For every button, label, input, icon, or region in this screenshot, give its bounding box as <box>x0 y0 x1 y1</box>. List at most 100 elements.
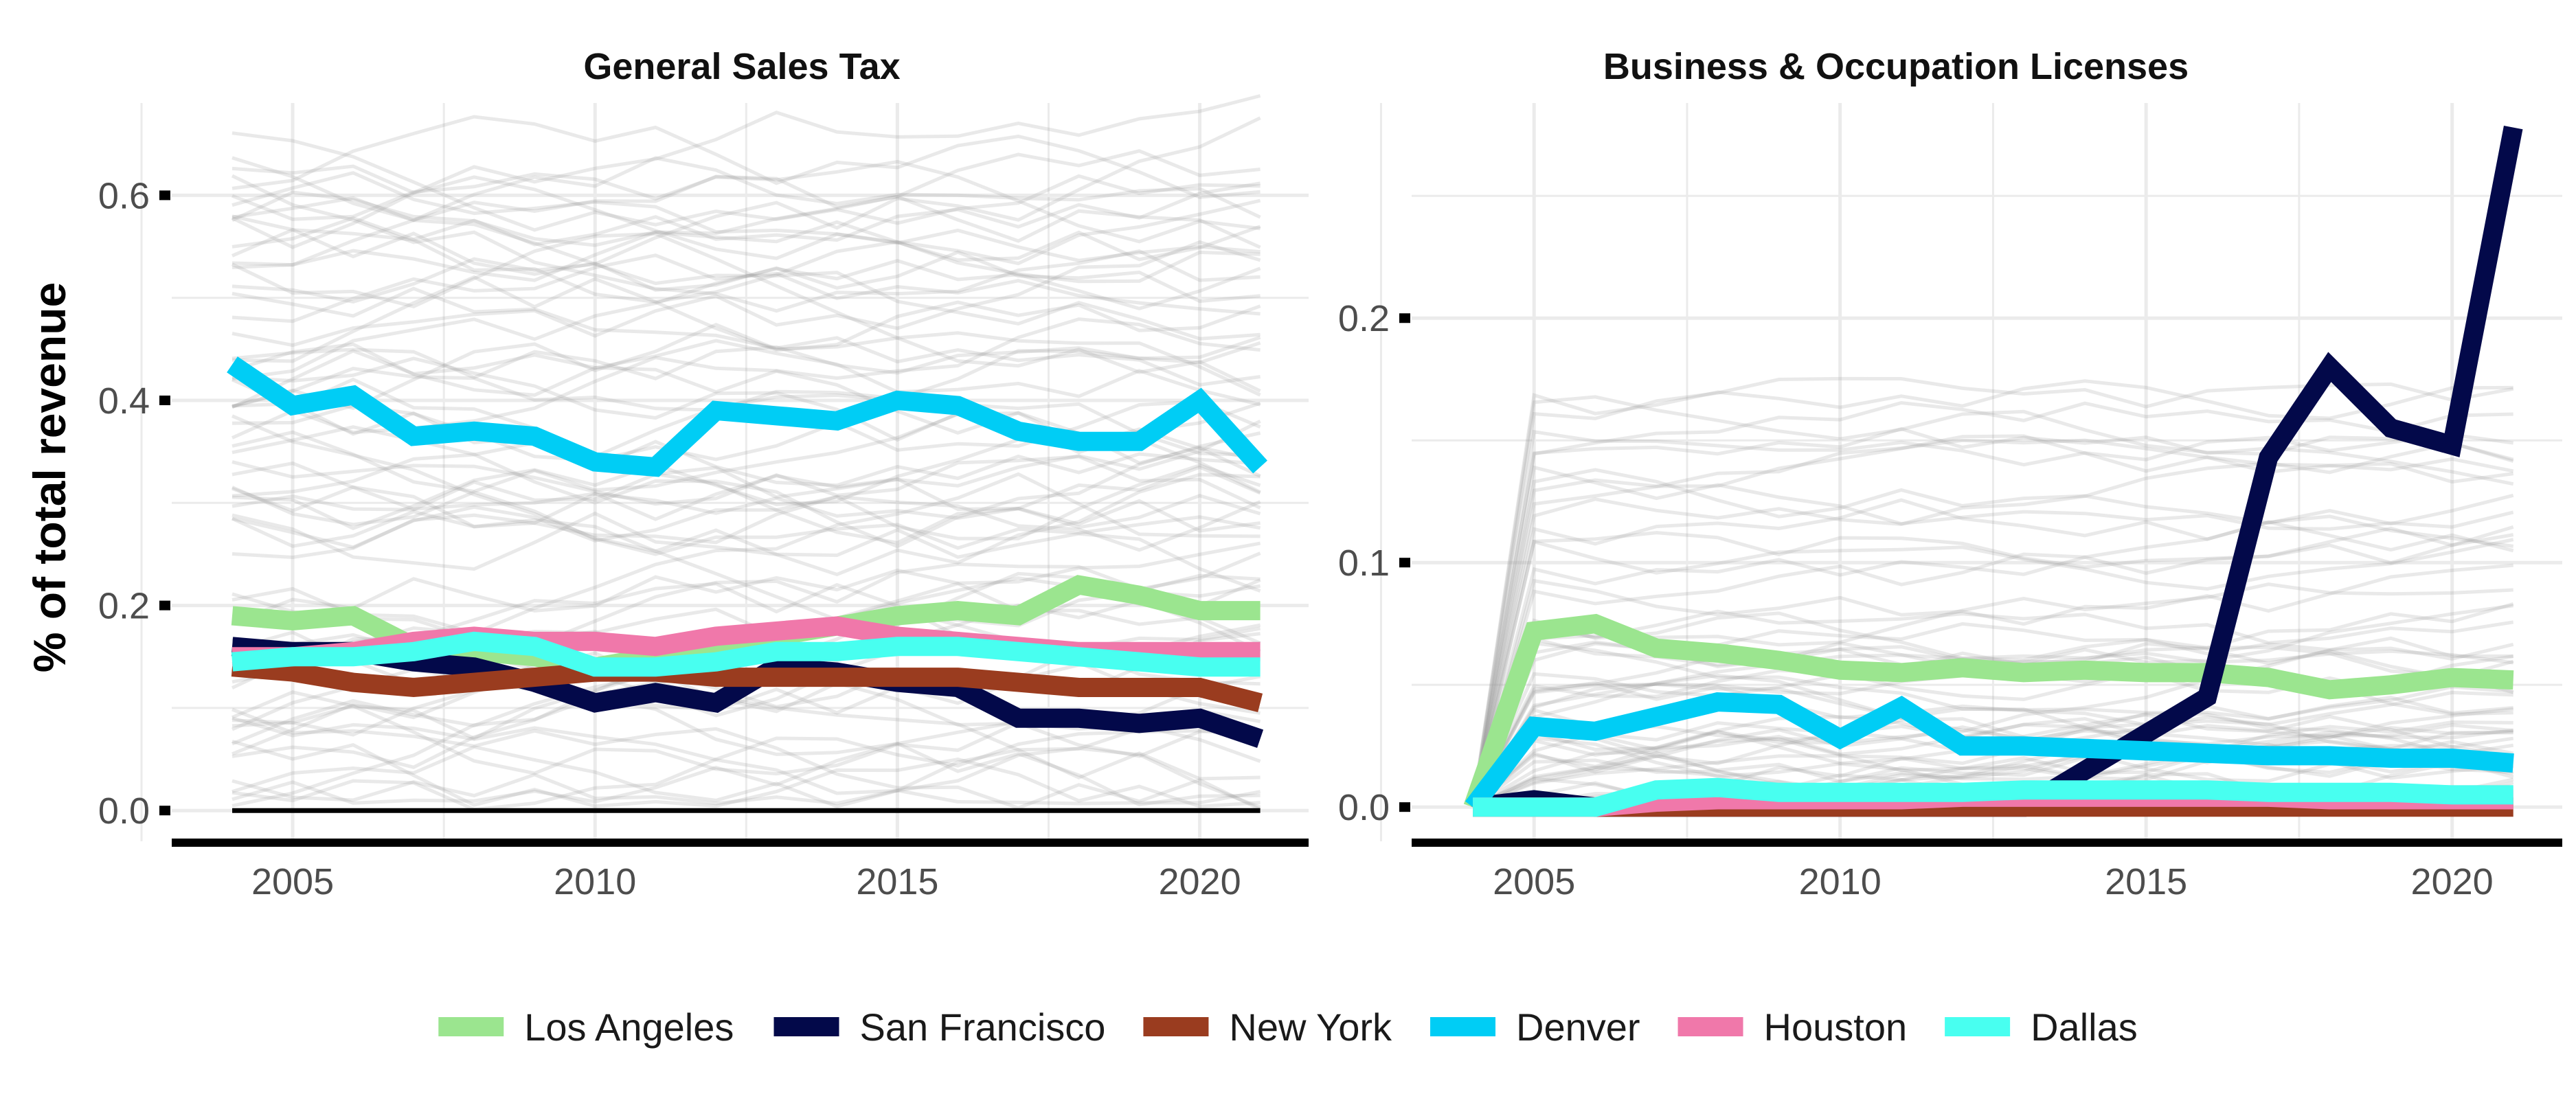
background-city-line <box>231 174 1261 313</box>
background-city-line <box>1471 498 2514 808</box>
background-city-line <box>231 472 1261 577</box>
background-city-line <box>231 181 1261 249</box>
background-city-line <box>231 462 1261 533</box>
background-city-line <box>231 131 1261 232</box>
y-tick-mark <box>1399 558 1410 568</box>
background-city-line <box>1471 721 2513 809</box>
background-city-line <box>1471 525 2514 808</box>
series-line-new-york <box>231 657 1263 712</box>
background-city-line <box>231 661 1261 758</box>
background-city-line <box>231 463 1261 549</box>
legend-label-san-francisco: San Francisco <box>859 1005 1105 1049</box>
legend-label-houston: Houston <box>1764 1005 1908 1049</box>
background-city-line <box>1471 636 2513 808</box>
background-city-line <box>231 322 1261 410</box>
legend-swatch-los-angeles <box>438 1017 504 1036</box>
y-tick-label: 0.2 <box>98 586 150 627</box>
y-tick-mark <box>159 190 170 201</box>
legend-label-denver: Denver <box>1516 1005 1640 1049</box>
background-city-line <box>231 541 1261 625</box>
series-line-dallas <box>1473 777 2513 817</box>
y-axis-title: % of total revenue <box>24 282 75 672</box>
background-city-line <box>231 492 1261 548</box>
background-city-line <box>231 339 1261 407</box>
y-tick-label: 0.1 <box>1338 543 1390 584</box>
y-tick-label: 0.6 <box>98 175 150 216</box>
y-tick-mark <box>159 806 170 816</box>
y-tick-mark <box>159 600 170 611</box>
background-city-line <box>231 286 1261 387</box>
background-city-line <box>231 707 1261 811</box>
background-city-line <box>231 171 1261 262</box>
background-city-line <box>231 486 1261 556</box>
background-city-line <box>1471 426 2514 808</box>
background-city-line <box>1471 441 2514 808</box>
background-city-line <box>1471 726 2513 809</box>
background-city-line <box>231 174 1261 249</box>
background-city-line <box>231 414 1261 593</box>
panel-title-business-licenses: Business & Occupation Licenses <box>1603 46 2189 87</box>
series-line-denver <box>1465 692 2514 813</box>
background-city-line <box>231 175 1261 262</box>
background-city-line <box>1471 681 2513 808</box>
background-city-line <box>231 741 1261 807</box>
x-tick-label: 2005 <box>1493 861 1575 902</box>
background-city-line <box>1472 690 2513 809</box>
background-city-line <box>231 419 1261 512</box>
x-tick-label: 2010 <box>554 861 636 902</box>
background-city-line <box>231 494 1261 560</box>
background-city-line <box>231 440 1261 498</box>
legend-swatch-denver <box>1430 1017 1496 1036</box>
background-city-line <box>231 115 1261 199</box>
background-city-line <box>231 257 1261 341</box>
background-city-line <box>231 116 1261 269</box>
background-city-line <box>231 94 1261 195</box>
legend-label-new-york: New York <box>1229 1005 1392 1049</box>
background-city-line <box>231 156 1261 223</box>
panel-general-sales-tax: General Sales Tax 0.0 0.2 0.4 0.6 2005 2010 20… <box>98 46 1309 902</box>
y-tick-label: 0.0 <box>98 790 150 832</box>
background-city-line <box>231 198 1261 363</box>
background-city-line <box>231 377 1261 459</box>
background-city-line <box>1471 465 2514 808</box>
background-city-line <box>231 220 1261 284</box>
background-city-line <box>1471 602 2514 808</box>
series-line-dallas <box>231 631 1261 677</box>
y-tick-mark <box>1399 313 1410 323</box>
background-city-line <box>1471 682 2513 808</box>
background-city-line <box>1471 400 2513 808</box>
background-city-line <box>1471 514 2514 808</box>
y-tick-label: 0.2 <box>1338 298 1390 339</box>
background-city-line <box>1471 641 2514 808</box>
background-city-line <box>1471 438 2514 808</box>
background-city-line <box>1471 538 2514 808</box>
legend: Los Angeles San Francisco New York Denver Ho… <box>438 1005 2138 1049</box>
background-city-line <box>231 214 1261 304</box>
background-city-line <box>231 744 1261 809</box>
background-city-line <box>1471 379 2513 808</box>
background-city-line <box>1471 563 2513 808</box>
x-tick-label: 2020 <box>2411 861 2494 902</box>
background-city-line <box>231 149 1261 247</box>
legend-swatch-dallas <box>1945 1017 2011 1036</box>
y-tick-label: 0.4 <box>98 380 150 422</box>
background-city-line <box>231 740 1261 808</box>
panel-business-licenses: Business & Occupation Licenses 0.0 0.1 0.2… <box>1338 46 2562 902</box>
x-tick-label: 2005 <box>251 861 334 902</box>
background-city-line <box>1471 468 2514 808</box>
panel-title-general-sales-tax: General Sales Tax <box>583 46 900 87</box>
legend-label-dallas: Dallas <box>2031 1005 2138 1049</box>
x-tick-label: 2020 <box>1158 861 1241 902</box>
background-city-line <box>231 400 1261 462</box>
background-city-line <box>1471 434 2514 808</box>
legend-swatch-san-francisco <box>773 1017 839 1036</box>
series-line-los-angeles <box>1463 613 2514 810</box>
background-city-line <box>231 231 1261 393</box>
background-city-line <box>231 228 1261 352</box>
background-city-line <box>1471 429 2514 808</box>
background-city-line <box>231 335 1261 380</box>
legend-swatch-new-york <box>1143 1017 1209 1036</box>
background-city-line <box>231 341 1261 412</box>
background-city-line <box>1471 714 2514 808</box>
background-city-line <box>231 253 1261 323</box>
